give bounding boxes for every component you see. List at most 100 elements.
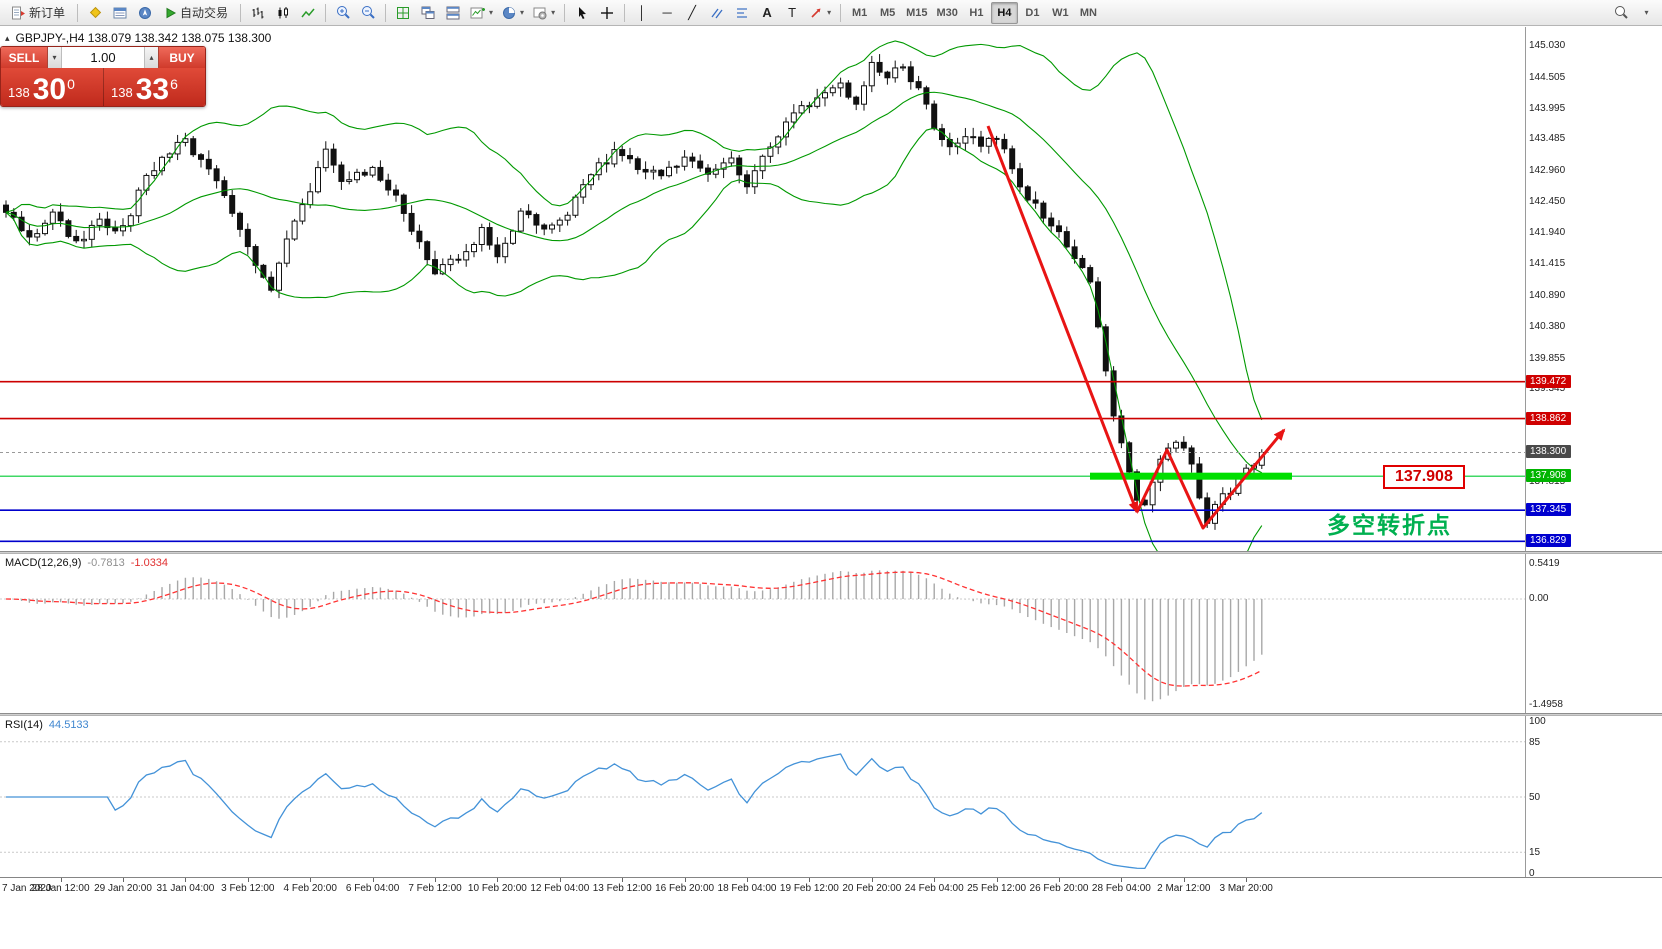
volume-value[interactable]: 1.00 xyxy=(90,50,116,65)
horizontal-line-tool-button[interactable]: ─ xyxy=(655,2,679,24)
trade-panel-quotes: 138 30 0 138 33 6 xyxy=(1,68,205,106)
bar-chart-icon xyxy=(252,7,264,18)
rsi-axis-label: 15 xyxy=(1529,847,1541,859)
search-button[interactable] xyxy=(1609,2,1633,24)
timeframe-button-m1[interactable]: M1 xyxy=(846,2,873,24)
time-axis-tick xyxy=(185,878,187,882)
price-axis-label: 139.855 xyxy=(1529,352,1566,364)
time-axis-label: 20 Feb 20:00 xyxy=(842,883,902,894)
timeframe-button-h4[interactable]: H4 xyxy=(990,1,1018,24)
panel-separator-macd[interactable] xyxy=(0,551,1662,554)
trendline-icon: ╱ xyxy=(688,5,696,20)
arrows-tool-button[interactable]: ▾ xyxy=(805,2,835,24)
cascade-windows-button[interactable] xyxy=(416,2,440,24)
fibonacci-tool-button[interactable] xyxy=(730,2,754,24)
macd-main-value: -0.7813 xyxy=(87,557,125,569)
volume-decrease-button[interactable]: ▾ xyxy=(48,47,62,68)
timeframe-button-m15[interactable]: M15 xyxy=(902,2,931,24)
timeframe-button-mn[interactable]: MN xyxy=(1075,2,1102,24)
time-axis-tick xyxy=(934,878,936,882)
toolbar-separator xyxy=(624,3,626,22)
timeframe-button-m30[interactable]: M30 xyxy=(933,2,962,24)
ask-main-digits: 33 xyxy=(135,73,170,106)
time-axis-tick xyxy=(622,878,624,882)
timeframe-button-m5[interactable]: M5 xyxy=(874,2,901,24)
price-level-label: 137.345 xyxy=(1526,503,1572,517)
vertical-line-tool-button[interactable]: │ xyxy=(630,2,654,24)
rsi-axis-label: 50 xyxy=(1529,792,1541,803)
zoom-out-button[interactable] xyxy=(356,2,380,24)
turning-point-note[interactable]: 多空转折点 xyxy=(1327,512,1452,538)
new-order-button[interactable]: 新订单 xyxy=(4,2,72,24)
navigator-button[interactable] xyxy=(133,2,157,24)
price-axis-label: 141.415 xyxy=(1529,258,1566,270)
line-chart-button[interactable] xyxy=(296,2,320,24)
channel-tool-button[interactable] xyxy=(705,2,729,24)
volume-increase-button[interactable]: ▴ xyxy=(144,47,158,68)
price-axis-label: 143.995 xyxy=(1529,102,1566,114)
vertical-line-icon: │ xyxy=(638,5,647,20)
text-label-tool-button[interactable]: T xyxy=(780,2,804,24)
time-axis-tick xyxy=(809,878,811,882)
rsi-layer xyxy=(0,741,1525,870)
buy-button[interactable]: BUY xyxy=(159,47,205,68)
profiles-button[interactable]: ▾ xyxy=(498,2,528,24)
toolbar-overflow-button[interactable]: ▾ xyxy=(1634,2,1658,24)
time-axis-label: 2 Mar 12:00 xyxy=(1157,883,1211,894)
zoom-out-icon xyxy=(361,6,375,19)
crosshair-tool-button[interactable] xyxy=(595,2,619,24)
toolbar-separator xyxy=(564,3,566,22)
timeframe-button-h1[interactable]: H1 xyxy=(963,2,990,24)
trendline-tool-button[interactable]: ╱ xyxy=(680,2,704,24)
price-level-label: 138.300 xyxy=(1526,445,1572,459)
grid-icon xyxy=(397,6,410,19)
price-axis-label: 144.505 xyxy=(1529,71,1566,83)
bid-price[interactable]: 138 30 0 xyxy=(1,68,104,106)
tile-windows-button[interactable] xyxy=(441,2,465,24)
macd-name: MACD(12,26,9) xyxy=(5,557,82,569)
chart-symbol-ohlc: ▴ GBPJPY-,H4 138.079 138.342 138.075 138… xyxy=(5,31,271,45)
chevron-down-icon: ▾ xyxy=(489,8,494,17)
price-axis-label: 145.030 xyxy=(1529,40,1566,51)
market-watch-button[interactable] xyxy=(108,2,132,24)
candlestick-chart-icon xyxy=(278,6,289,18)
fibonacci-icon xyxy=(737,7,748,18)
time-axis-label: 10 Feb 20:00 xyxy=(467,883,527,894)
new-chart-button[interactable]: ▾ xyxy=(466,2,497,24)
one-click-collapse-icon[interactable]: ▴ xyxy=(5,32,10,43)
cursor-tool-button[interactable] xyxy=(570,2,594,24)
bid-prefix: 138 xyxy=(8,85,30,100)
timeframe-button-d1[interactable]: D1 xyxy=(1019,2,1046,24)
timeframe-button-w1[interactable]: W1 xyxy=(1047,2,1074,24)
time-axis-tick xyxy=(60,878,62,882)
new-order-icon xyxy=(12,6,25,19)
chevron-down-icon: ▾ xyxy=(551,8,556,17)
text-tool-button[interactable]: A xyxy=(755,2,779,24)
time-axis[interactable]: 7 Jan 2020 28 Jan 12:00 29 Jan 20:00 31 Jan… xyxy=(0,878,1525,898)
time-axis-label: 13 Feb 12:00 xyxy=(592,883,652,894)
metaeditor-button[interactable] xyxy=(83,2,107,24)
chart-template-button[interactable]: ▾ xyxy=(529,2,559,24)
time-axis-label: 19 Feb 12:00 xyxy=(779,883,839,894)
price-axis-label: 141.940 xyxy=(1529,226,1566,238)
toolbar-separator xyxy=(77,3,79,22)
panel-separator-rsi[interactable] xyxy=(0,713,1662,716)
time-axis-label: 18 Feb 04:00 xyxy=(717,883,777,894)
zoom-in-button[interactable] xyxy=(331,2,355,24)
time-axis-tick xyxy=(435,878,436,882)
sell-button[interactable]: SELL xyxy=(1,47,47,68)
candlestick-chart-button[interactable] xyxy=(271,2,295,24)
time-axis-tick xyxy=(310,878,312,882)
ask-price[interactable]: 138 33 6 xyxy=(104,68,205,106)
price-callout-box[interactable]: 137.908 xyxy=(1383,465,1465,489)
bar-chart-button[interactable] xyxy=(246,2,270,24)
autotrade-button[interactable]: 自动交易 xyxy=(158,2,235,24)
time-axis-label: 12 Feb 04:00 xyxy=(530,883,590,894)
time-axis-tick xyxy=(996,878,998,882)
grid-button[interactable] xyxy=(391,2,415,24)
time-axis-label: 24 Feb 04:00 xyxy=(904,883,964,894)
price-axis[interactable]: 145.030 144.505 143.995 143.485 142.960 142.4… xyxy=(1526,26,1662,900)
macd-signal-value: -1.0334 xyxy=(130,557,169,569)
time-axis-tick xyxy=(684,878,686,882)
